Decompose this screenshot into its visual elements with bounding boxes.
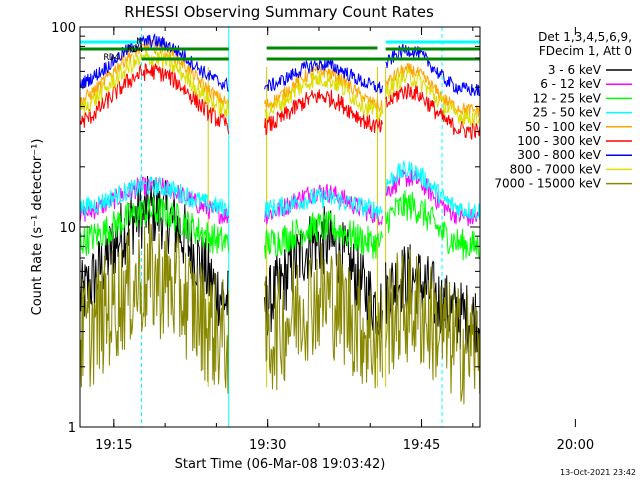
x-tick-label: 19:30 [249,438,286,453]
legend: Det 1,3,4,5,6,9, FDecim 1, Att 0 3 - 6 k… [494,30,632,191]
series-trace-8 [79,219,230,394]
legend-label-3: 25 - 50 keV [533,106,602,120]
y-axis: 1 10 100 [51,21,480,436]
series-trace-5 [79,62,230,135]
series-trace-6 [264,58,383,94]
generation-timestamp: 13-Oct-2021 23:42 [560,468,636,477]
x-tick-label: 19:45 [403,438,440,453]
series-trace-2 [385,190,481,261]
series-trace-0 [385,244,481,354]
legend-label-0: 3 - 6 keV [548,63,602,77]
series-trace-8 [264,243,383,391]
legend-label-2: 12 - 25 keV [533,91,602,105]
series-trace-5 [385,82,481,140]
x-axis-label: Start Time (06-Mar-08 19:03:42) [175,457,386,472]
series-trace-6 [385,43,481,97]
legend-label-4: 50 - 100 keV [525,120,602,134]
series-trace-4 [385,62,481,118]
x-tick-label: 19:15 [95,438,132,453]
series-trace-7 [264,70,383,122]
series-trace-7 [385,68,480,127]
legend-header-line-2: FDecim 1, Att 0 [539,44,632,58]
y-tick-label: 100 [51,21,76,36]
series-trace-3 [79,176,230,218]
legend-label-1: 6 - 12 keV [540,77,602,91]
y-tick-label: 1 [68,421,76,436]
series-trace-3 [385,160,481,220]
series-trace-8 [385,249,481,405]
y-tick-label: 10 [59,221,76,236]
legend-label-8: 7000 - 15000 keV [494,177,601,191]
chart-title: RHESSI Observing Summary Count Rates [124,3,434,21]
series-trace-6 [79,33,229,92]
legend-label-5: 100 - 300 keV [517,134,601,148]
series-trace-2 [79,196,230,256]
legend-label-6: 300 - 800 keV [517,148,601,162]
series-trace-5 [264,89,383,136]
flag-label-2: RD4 [104,53,120,63]
series-trace-3 [264,187,383,220]
flag-label-0: N [136,37,141,47]
x-tick-label: 20:00 [557,438,594,453]
flag-label-1: RD4 [127,45,143,55]
series-trace-2 [264,210,383,260]
y-axis-label: Count Rate (s⁻¹ detector⁻¹) [30,139,45,316]
legend-label-7: 800 - 7000 keV [510,162,602,176]
legend-header-line-1: Det 1,3,4,5,6,9, [538,30,632,44]
